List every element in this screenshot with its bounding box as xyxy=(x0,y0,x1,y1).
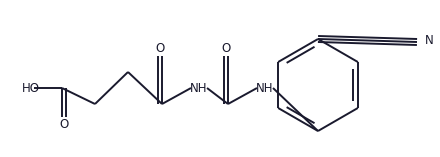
Text: NH: NH xyxy=(256,81,274,95)
Text: O: O xyxy=(155,41,165,54)
Text: O: O xyxy=(221,41,231,54)
Text: HO: HO xyxy=(22,81,40,95)
Text: NH: NH xyxy=(190,81,208,95)
Text: N: N xyxy=(425,33,434,46)
Text: O: O xyxy=(59,119,69,132)
